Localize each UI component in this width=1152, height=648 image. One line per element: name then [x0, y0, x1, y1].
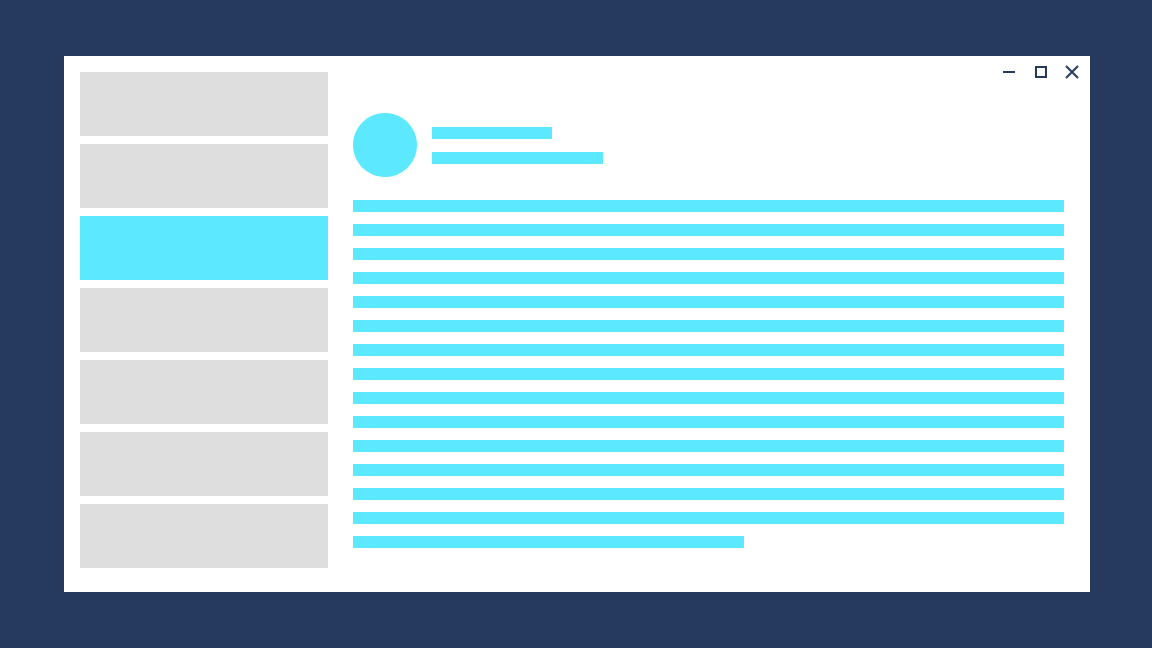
- text-line-placeholder: [353, 296, 1064, 308]
- text-line-placeholder: [353, 368, 1064, 380]
- avatar: [353, 113, 417, 177]
- minimize-button[interactable]: [1001, 64, 1017, 80]
- subtitle-placeholder: [432, 152, 603, 164]
- sidebar-item-5[interactable]: [80, 360, 328, 424]
- text-line-placeholder: [353, 512, 1064, 524]
- maximize-icon: [1035, 66, 1047, 78]
- sidebar-item-3-active[interactable]: [80, 216, 328, 280]
- sidebar-item-6[interactable]: [80, 432, 328, 496]
- text-line-placeholder: [353, 248, 1064, 260]
- close-icon: [1065, 65, 1079, 79]
- minimize-icon: [1003, 71, 1015, 73]
- sidebar-item-7[interactable]: [80, 504, 328, 568]
- text-line-placeholder: [353, 224, 1064, 236]
- text-line-placeholder: [353, 464, 1064, 476]
- text-content: [353, 200, 1064, 560]
- text-line-placeholder: [353, 392, 1064, 404]
- text-line-placeholder: [353, 488, 1064, 500]
- maximize-button[interactable]: [1033, 64, 1049, 80]
- text-line-placeholder: [353, 344, 1064, 356]
- close-button[interactable]: [1064, 64, 1080, 80]
- sidebar: [80, 72, 328, 576]
- text-line-placeholder: [353, 320, 1064, 332]
- sidebar-item-2[interactable]: [80, 144, 328, 208]
- text-line-placeholder: [353, 200, 1064, 212]
- text-line-placeholder: [353, 536, 745, 548]
- sidebar-item-1[interactable]: [80, 72, 328, 136]
- text-line-placeholder: [353, 272, 1064, 284]
- app-window: [64, 56, 1090, 592]
- title-placeholder: [432, 127, 552, 139]
- sidebar-item-4[interactable]: [80, 288, 328, 352]
- text-line-placeholder: [353, 440, 1064, 452]
- text-line-placeholder: [353, 416, 1064, 428]
